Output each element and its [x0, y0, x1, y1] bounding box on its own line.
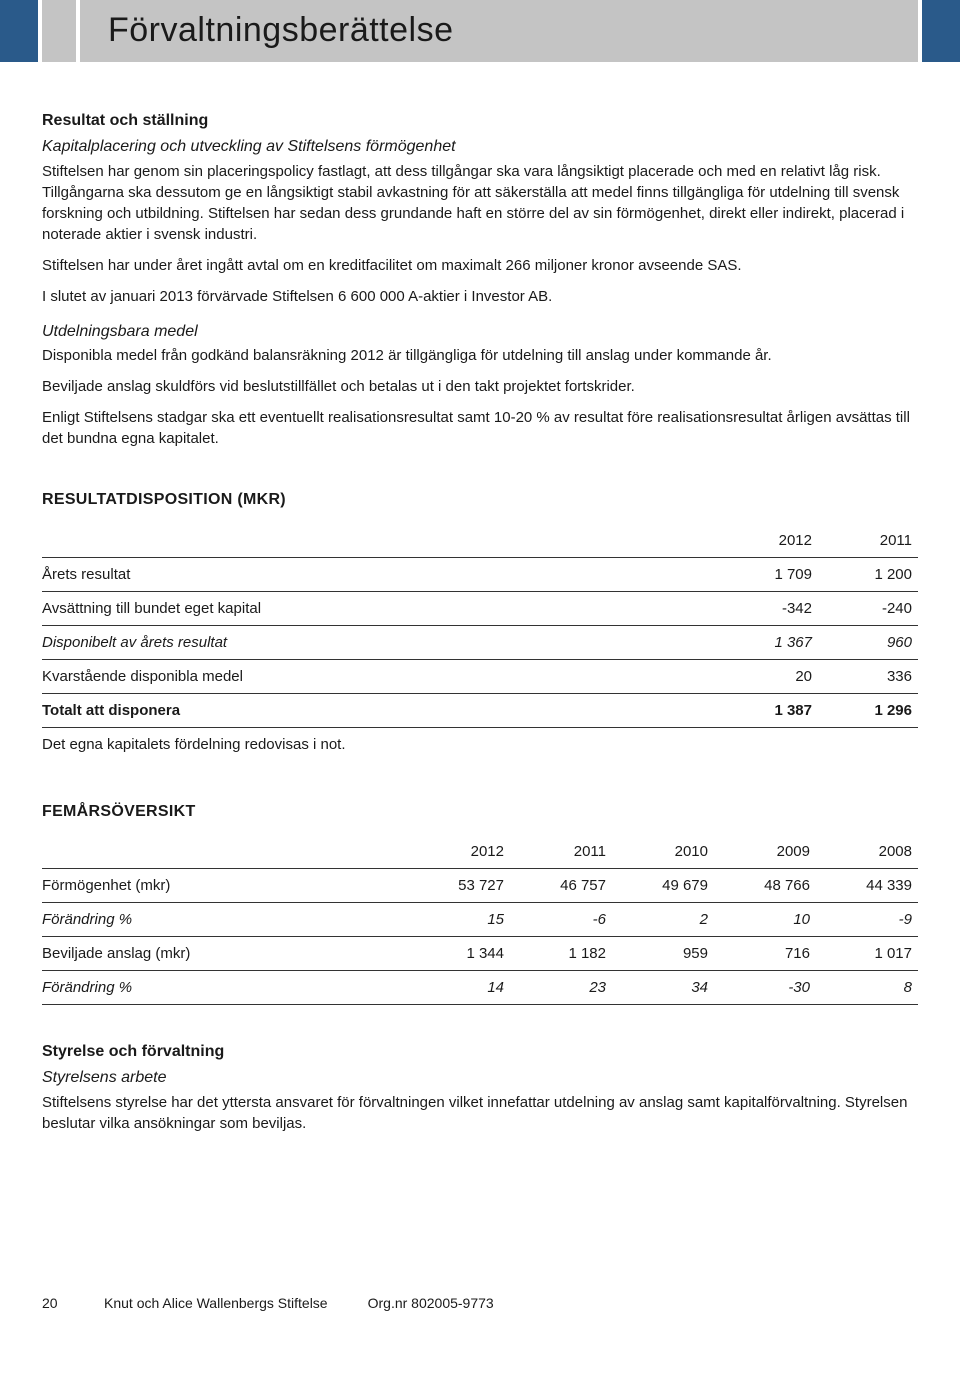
- cell-label: Avsättning till bundet eget kapital: [42, 591, 718, 625]
- table-header-year: 2010: [612, 837, 714, 869]
- footer-org-nr: Org.nr 802005-9773: [368, 1294, 494, 1314]
- cell-value: 1 344: [408, 936, 510, 970]
- paragraph: Disponibla medel från godkänd balansräkn…: [42, 345, 918, 366]
- table-header-year: 2009: [714, 837, 816, 869]
- cell-value: 8: [816, 970, 918, 1004]
- cell-value: 1 387: [718, 693, 818, 727]
- cell-value: 44 339: [816, 868, 918, 902]
- cell-value: 1 182: [510, 936, 612, 970]
- table-header-blank: [42, 526, 718, 558]
- cell-value: 1 709: [718, 557, 818, 591]
- cell-value: -6: [510, 902, 612, 936]
- cell-value: 23: [510, 970, 612, 1004]
- sub-heading-kapital: Kapitalplacering och utveckling av Stift…: [42, 136, 918, 158]
- cell-value: 336: [818, 659, 918, 693]
- cell-label: Disponibelt av årets resultat: [42, 625, 718, 659]
- table-row: Förändring % 14 23 34 -30 8: [42, 970, 918, 1004]
- section-heading-resultat: Resultat och ställning: [42, 110, 918, 132]
- table-row: Kvarstående disponibla medel 20 336: [42, 659, 918, 693]
- title-accent-right: [918, 0, 960, 62]
- cell-label: Förmögenhet (mkr): [42, 868, 408, 902]
- table-row: Beviljade anslag (mkr) 1 344 1 182 959 7…: [42, 936, 918, 970]
- cell-value: 15: [408, 902, 510, 936]
- table-header-blank: [42, 837, 408, 869]
- cell-value: 14: [408, 970, 510, 1004]
- cell-value: 48 766: [714, 868, 816, 902]
- table-header-year: 2012: [408, 837, 510, 869]
- table-header-row: 2012 2011 2010 2009 2008: [42, 837, 918, 869]
- title-accent-mid: [42, 0, 80, 62]
- table-row: Avsättning till bundet eget kapital -342…: [42, 591, 918, 625]
- cell-label: Förändring %: [42, 970, 408, 1004]
- table-note-row: Det egna kapitalets fördelning redovisas…: [42, 727, 918, 761]
- cell-value: -9: [816, 902, 918, 936]
- section-heading-styrelse: Styrelse och förvaltning: [42, 1041, 918, 1063]
- paragraph: I slutet av januari 2013 förvärvade Stif…: [42, 286, 918, 307]
- table-note: Det egna kapitalets fördelning redovisas…: [42, 727, 918, 761]
- cell-value: 10: [714, 902, 816, 936]
- cell-value: 1 017: [816, 936, 918, 970]
- cell-value: 1 296: [818, 693, 918, 727]
- cell-value: 960: [818, 625, 918, 659]
- cell-value: 2: [612, 902, 714, 936]
- cell-label: Förändring %: [42, 902, 408, 936]
- cell-value: 1 367: [718, 625, 818, 659]
- table-resultatdisposition: 2012 2011 Årets resultat 1 709 1 200 Avs…: [42, 526, 918, 761]
- paragraph: Stiftelsen har genom sin placeringspolic…: [42, 161, 918, 245]
- table-femarsoversikt: 2012 2011 2010 2009 2008 Förmögenhet (mk…: [42, 837, 918, 1005]
- page-footer: 20 Knut och Alice Wallenbergs Stiftelse …: [0, 1294, 960, 1314]
- table-row: Disponibelt av årets resultat 1 367 960: [42, 625, 918, 659]
- paragraph: Stiftelsens styrelse har det yttersta an…: [42, 1092, 918, 1134]
- cell-value: 53 727: [408, 868, 510, 902]
- table-header-year: 2012: [718, 526, 818, 558]
- paragraph: Stiftelsen har under året ingått avtal o…: [42, 255, 918, 276]
- sub-heading-utdelning: Utdelningsbara medel: [42, 321, 918, 343]
- table-row: Förmögenhet (mkr) 53 727 46 757 49 679 4…: [42, 868, 918, 902]
- cell-label: Kvarstående disponibla medel: [42, 659, 718, 693]
- footer-org-name: Knut och Alice Wallenbergs Stiftelse: [104, 1294, 328, 1314]
- table-row: Årets resultat 1 709 1 200: [42, 557, 918, 591]
- table-row-total: Totalt att disponera 1 387 1 296: [42, 693, 918, 727]
- table-row: Förändring % 15 -6 2 10 -9: [42, 902, 918, 936]
- cell-value: 34: [612, 970, 714, 1004]
- cell-label: Beviljade anslag (mkr): [42, 936, 408, 970]
- cell-value: -240: [818, 591, 918, 625]
- page-title: Förvaltningsberättelse: [108, 7, 454, 55]
- page-title-bar: Förvaltningsberättelse: [0, 0, 960, 62]
- cell-value: 49 679: [612, 868, 714, 902]
- table-header-year: 2008: [816, 837, 918, 869]
- table-header-year: 2011: [510, 837, 612, 869]
- table-header-year: 2011: [818, 526, 918, 558]
- cell-label: Årets resultat: [42, 557, 718, 591]
- sub-heading-styrelsens-arbete: Styrelsens arbete: [42, 1067, 918, 1089]
- table-heading-resultat: RESULTATDISPOSITION (MKR): [42, 489, 918, 511]
- paragraph: Enligt Stiftelsens stadgar ska ett event…: [42, 407, 918, 449]
- title-bar-main: Förvaltningsberättelse: [80, 0, 918, 62]
- page-number: 20: [42, 1294, 64, 1314]
- title-accent-left: [0, 0, 42, 62]
- table-heading-femar: FEMÅRSÖVERSIKT: [42, 801, 918, 823]
- cell-value: 20: [718, 659, 818, 693]
- cell-value: 716: [714, 936, 816, 970]
- cell-value: -30: [714, 970, 816, 1004]
- cell-label: Totalt att disponera: [42, 693, 718, 727]
- table-header-row: 2012 2011: [42, 526, 918, 558]
- cell-value: 46 757: [510, 868, 612, 902]
- cell-value: -342: [718, 591, 818, 625]
- content-body: Resultat och ställning Kapitalplacering …: [0, 110, 960, 1134]
- cell-value: 1 200: [818, 557, 918, 591]
- paragraph: Beviljade anslag skuldförs vid beslutsti…: [42, 376, 918, 397]
- cell-value: 959: [612, 936, 714, 970]
